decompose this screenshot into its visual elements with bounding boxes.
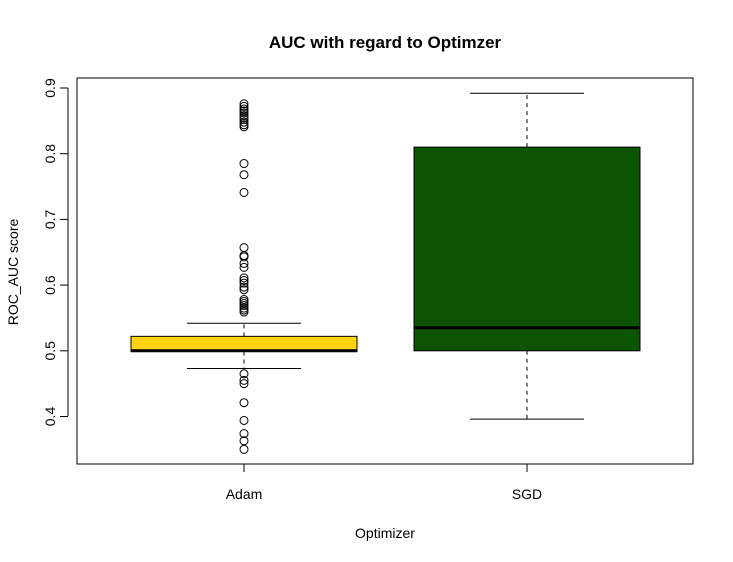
y-tick-label: 0.4 bbox=[42, 407, 58, 427]
outlier-point bbox=[239, 99, 249, 109]
y-tick-label: 0.7 bbox=[42, 209, 58, 229]
x-tick-label: Adam bbox=[226, 486, 263, 502]
y-axis-ticks: 0.4 0.5 0.6 0.7 0.8 0.9 bbox=[42, 78, 68, 426]
outlier-point bbox=[239, 375, 249, 385]
box-iqr bbox=[130, 335, 358, 352]
outlier-point bbox=[239, 379, 249, 389]
box-adam bbox=[130, 99, 358, 454]
outlier-point bbox=[239, 122, 249, 132]
outlier-point bbox=[239, 307, 249, 317]
x-axis-ticks: Adam SGD bbox=[226, 464, 542, 502]
y-tick-label: 0.6 bbox=[42, 275, 58, 295]
box-sgd bbox=[413, 92, 641, 420]
outlier-point bbox=[239, 398, 249, 408]
outlier-point bbox=[239, 187, 249, 197]
outlier-point bbox=[239, 444, 249, 454]
x-tick-label: SGD bbox=[512, 486, 542, 502]
y-tick-label: 0.9 bbox=[42, 78, 58, 98]
outlier-point bbox=[239, 278, 249, 288]
x-axis-label: Optimizer bbox=[355, 525, 415, 541]
outlier-point bbox=[239, 429, 249, 439]
outlier-point bbox=[239, 369, 249, 379]
outlier-point bbox=[239, 117, 249, 127]
y-tick-label: 0.5 bbox=[42, 341, 58, 361]
outlier-point bbox=[239, 415, 249, 425]
outlier-point bbox=[239, 262, 249, 272]
outlier-point bbox=[239, 159, 249, 169]
chart-title: AUC with regard to Optimzer bbox=[269, 33, 502, 52]
outlier-point bbox=[239, 273, 249, 283]
outlier-point bbox=[239, 252, 249, 262]
y-axis-label: ROC_AUC score bbox=[5, 219, 21, 326]
outlier-point bbox=[239, 285, 249, 295]
box-series bbox=[130, 92, 641, 454]
outlier-point bbox=[239, 115, 249, 125]
outlier-point bbox=[239, 276, 249, 286]
outlier-point bbox=[239, 258, 249, 268]
outlier-point bbox=[239, 243, 249, 253]
y-tick-label: 0.8 bbox=[42, 144, 58, 164]
outlier-point bbox=[239, 170, 249, 180]
outlier-point bbox=[239, 436, 249, 446]
box-iqr bbox=[413, 146, 641, 352]
outlier-point bbox=[239, 282, 249, 292]
outlier-point bbox=[239, 300, 249, 310]
outlier-point bbox=[239, 101, 249, 111]
outlier-point bbox=[239, 108, 249, 118]
